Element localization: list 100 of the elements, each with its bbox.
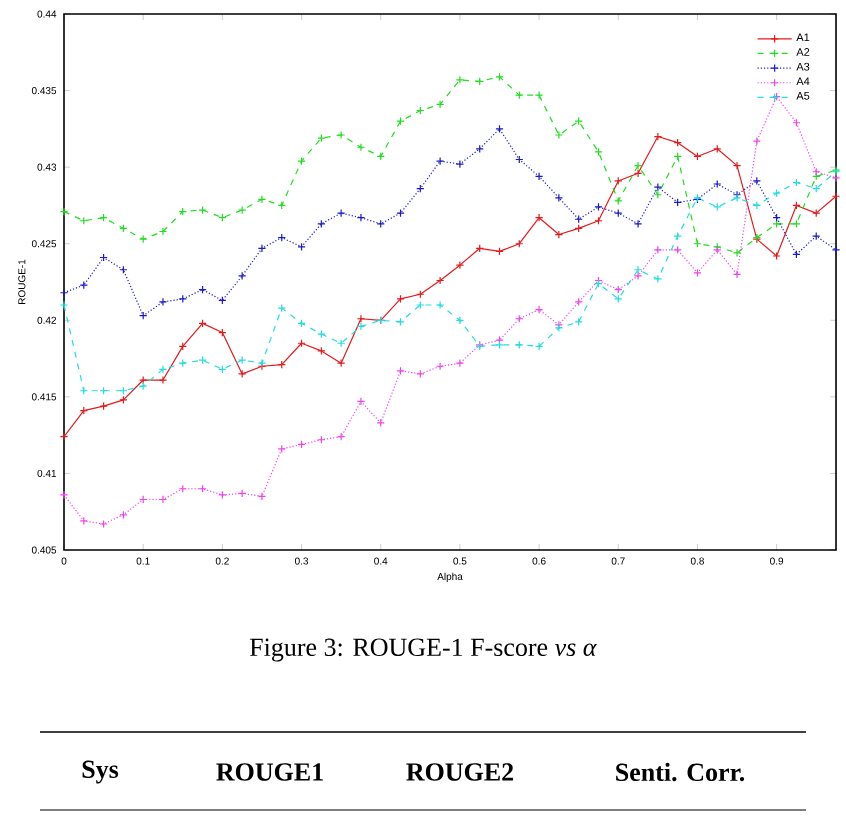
point [713,179,722,189]
point [59,490,69,500]
point [99,401,108,411]
point [614,176,623,186]
point [178,294,187,304]
point [336,130,346,140]
text: ROUGE2 [406,763,514,781]
point [732,270,742,279]
point [356,314,366,323]
caption: Figure 3: ROUGE-1 F-score vs α [249,638,597,662]
point [594,202,603,212]
point [554,130,564,140]
point [812,208,821,218]
point [138,375,148,385]
point [554,230,564,239]
point [356,213,366,222]
point [317,133,326,143]
point [336,208,346,218]
point [633,161,643,170]
point [297,156,306,166]
point [257,492,267,501]
point [653,132,663,141]
text: Sys [82,760,119,784]
point [455,358,465,368]
point [138,381,148,391]
point [633,271,643,281]
point [534,305,544,314]
point [59,288,69,297]
point [653,190,663,199]
point [237,355,247,365]
point [633,219,643,229]
point [435,276,445,285]
point [119,395,128,405]
point [79,280,88,290]
point [713,202,722,212]
point [317,329,326,339]
point [198,355,207,365]
point [633,169,643,178]
point [455,260,465,270]
point [812,231,821,241]
point [317,346,326,356]
point [534,172,544,181]
point [257,244,267,253]
point [396,208,405,218]
point [831,173,841,183]
point [158,227,168,236]
point [158,297,168,307]
point [653,245,663,255]
point [79,516,88,526]
point [99,519,108,529]
point [59,207,69,216]
point [237,271,247,281]
point [416,369,425,379]
point [237,205,247,215]
point [732,248,742,258]
point [336,339,346,348]
point [218,490,227,500]
point [435,300,445,310]
point [752,136,762,146]
point [277,303,286,313]
point [732,161,742,170]
point [356,143,366,152]
point [614,294,623,304]
point [653,274,663,284]
point [435,100,445,109]
point [435,156,445,166]
point [237,369,247,379]
point [435,362,445,371]
point [772,251,781,261]
point [356,322,366,331]
point [534,90,544,100]
point [752,176,762,186]
point [257,195,267,204]
point [614,208,623,218]
point [376,418,385,428]
point [277,444,286,454]
text: ROUGE1 [216,763,323,781]
point [158,365,168,374]
point [356,397,366,406]
point [554,193,564,202]
point [455,75,465,85]
point [336,358,346,368]
point [633,265,643,274]
point [336,432,346,441]
point [831,245,841,255]
point [198,205,207,215]
point [138,234,148,244]
point [534,213,544,222]
point [495,124,504,134]
point [653,182,663,192]
point [455,159,465,169]
point [534,342,544,351]
point [158,375,168,385]
point [673,231,682,241]
point [59,300,69,310]
text: Senti. Corr. [616,762,745,782]
point [455,316,465,325]
point [416,300,425,310]
point [396,294,405,304]
point [673,245,682,255]
